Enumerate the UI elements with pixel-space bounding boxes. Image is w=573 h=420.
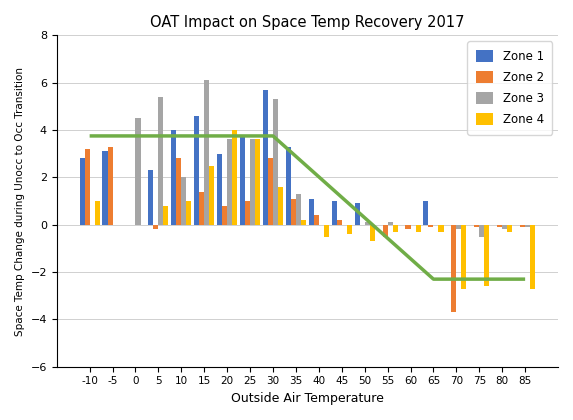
Bar [507, 225, 512, 232]
Bar [530, 225, 535, 289]
Bar [222, 206, 227, 225]
Bar [423, 201, 429, 225]
Bar [497, 225, 502, 227]
Bar [387, 222, 393, 225]
Bar [181, 177, 186, 225]
Bar [148, 170, 154, 225]
Bar [255, 139, 260, 225]
Bar [370, 225, 375, 241]
Bar [438, 225, 444, 232]
Bar [158, 97, 163, 225]
Bar [108, 147, 112, 225]
Bar [452, 225, 456, 312]
Bar [286, 147, 291, 225]
Bar [278, 187, 283, 225]
Bar [209, 165, 214, 225]
Bar [309, 199, 314, 225]
Bar [199, 192, 204, 225]
Bar [194, 116, 199, 225]
Bar [204, 80, 209, 225]
Bar [268, 158, 273, 225]
Bar [461, 225, 466, 289]
Bar [347, 225, 352, 234]
Bar [250, 139, 255, 225]
Bar [314, 215, 319, 225]
Bar [80, 158, 85, 225]
Bar [103, 151, 108, 225]
Bar [429, 225, 433, 227]
Bar [240, 135, 245, 225]
X-axis label: Outside Air Temperature: Outside Air Temperature [231, 392, 384, 405]
Bar [227, 139, 232, 225]
Bar [474, 225, 479, 227]
Bar [525, 225, 530, 227]
Bar [163, 206, 168, 225]
Bar [154, 225, 158, 229]
Bar [393, 225, 398, 232]
Bar [245, 201, 250, 225]
Bar [85, 149, 89, 225]
Bar [176, 158, 181, 225]
Bar [332, 201, 337, 225]
Bar [479, 225, 484, 236]
Bar [355, 203, 360, 225]
Bar [502, 225, 507, 229]
Bar [337, 220, 342, 225]
Bar [383, 225, 387, 236]
Y-axis label: Space Temp Change during Unocc to Occ Transition: Space Temp Change during Unocc to Occ Tr… [15, 66, 25, 336]
Bar [415, 225, 421, 232]
Bar [217, 154, 222, 225]
Bar [291, 199, 296, 225]
Bar [171, 130, 176, 225]
Bar [95, 201, 100, 225]
Bar [456, 225, 461, 229]
Bar [263, 90, 268, 225]
Bar [324, 225, 329, 236]
Bar [520, 225, 525, 227]
Bar [406, 225, 410, 229]
Bar [484, 225, 489, 286]
Bar [364, 222, 370, 225]
Legend: Zone 1, Zone 2, Zone 3, Zone 4: Zone 1, Zone 2, Zone 3, Zone 4 [468, 41, 552, 135]
Bar [135, 118, 140, 225]
Title: OAT Impact on Space Temp Recovery 2017: OAT Impact on Space Temp Recovery 2017 [150, 15, 465, 30]
Bar [186, 201, 191, 225]
Bar [301, 220, 306, 225]
Bar [296, 194, 301, 225]
Bar [273, 99, 278, 225]
Bar [232, 130, 237, 225]
